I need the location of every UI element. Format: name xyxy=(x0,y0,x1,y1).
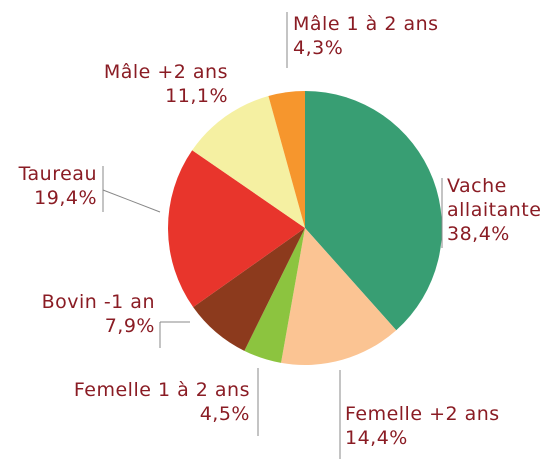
pie-slice xyxy=(193,228,305,351)
value-label: 14,4% xyxy=(345,427,408,449)
slice-label: Mâle +2 ans 11,1% xyxy=(28,60,228,108)
category-label: Vache allaitante xyxy=(447,175,542,221)
category-label: Femelle +2 ans xyxy=(345,403,500,425)
value-label: 11,1% xyxy=(165,85,228,107)
pie-slice xyxy=(192,95,305,229)
slice-label: Bovin -1 an 7,9% xyxy=(5,290,155,338)
slice-label: Taureau 19,4% xyxy=(0,162,97,210)
category-label: Bovin -1 an xyxy=(41,291,155,313)
pie-slice xyxy=(268,91,305,228)
value-label: 19,4% xyxy=(34,187,97,209)
value-label: 4,3% xyxy=(293,37,344,59)
pie-slice xyxy=(167,150,305,308)
pie-slice xyxy=(244,228,305,363)
slice-label: Vache allaitante 38,4% xyxy=(447,174,544,246)
leader-line xyxy=(102,189,161,213)
category-label: Mâle +2 ans xyxy=(103,61,228,83)
slice-label: Femelle 1 à 2 ans 4,5% xyxy=(10,378,250,426)
slice-label: Mâle 1 à 2 ans 4,3% xyxy=(293,12,513,60)
pie-slice xyxy=(305,91,442,331)
category-label: Mâle 1 à 2 ans xyxy=(293,13,439,35)
value-label: 7,9% xyxy=(104,315,155,337)
slice-label: Femelle +2 ans 14,4% xyxy=(345,402,535,450)
category-label: Taureau xyxy=(18,163,97,185)
value-label: 4,5% xyxy=(199,403,250,425)
category-label: Femelle 1 à 2 ans xyxy=(73,379,250,401)
value-label: 38,4% xyxy=(447,223,510,245)
pie-slice xyxy=(281,228,397,365)
